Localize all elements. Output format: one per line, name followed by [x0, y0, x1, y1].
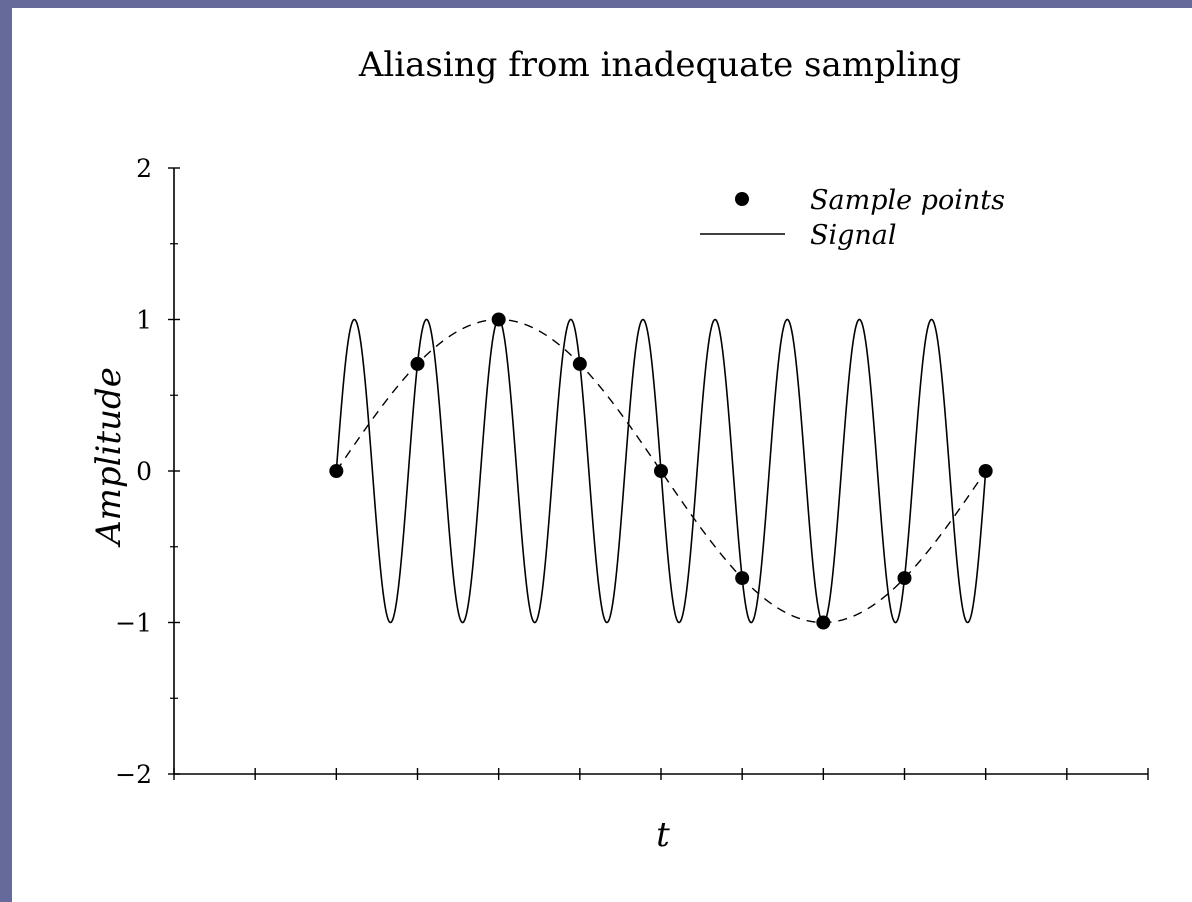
legend: Sample points Signal — [700, 185, 1005, 251]
legend-marker-sample-points — [735, 192, 749, 206]
y-tick-label: −2 — [115, 760, 152, 789]
x-axis-ticks — [173, 768, 1149, 780]
y-tick-label: 0 — [136, 457, 152, 486]
y-tick-label: 1 — [136, 306, 152, 335]
sample-point — [491, 312, 506, 327]
sample-point — [735, 571, 750, 586]
sample-point — [572, 356, 587, 371]
chart-panel: Aliasing from inadequate sampling 2 1 0 −1 −… — [12, 8, 1192, 902]
sample-point — [654, 464, 668, 478]
aliasing-chart: Aliasing from inadequate sampling 2 1 0 −1 −… — [89, 45, 1149, 855]
legend-label-sample-points: Sample points — [810, 185, 1005, 216]
sample-point — [897, 571, 912, 586]
y-axis-label: Amplitude — [89, 367, 129, 548]
y-tick-label: −1 — [115, 609, 152, 638]
legend-label-signal: Signal — [810, 220, 897, 251]
x-axis-label: t — [656, 815, 670, 855]
sample-point — [816, 615, 831, 630]
sample-point — [410, 356, 425, 371]
sample-points — [329, 312, 993, 630]
y-axis-ticks: 2 1 0 −1 −2 — [115, 154, 180, 789]
sample-point — [329, 464, 344, 478]
y-tick-label: 2 — [136, 154, 152, 183]
chart-title: Aliasing from inadequate sampling — [358, 45, 961, 85]
sample-point — [978, 464, 993, 478]
